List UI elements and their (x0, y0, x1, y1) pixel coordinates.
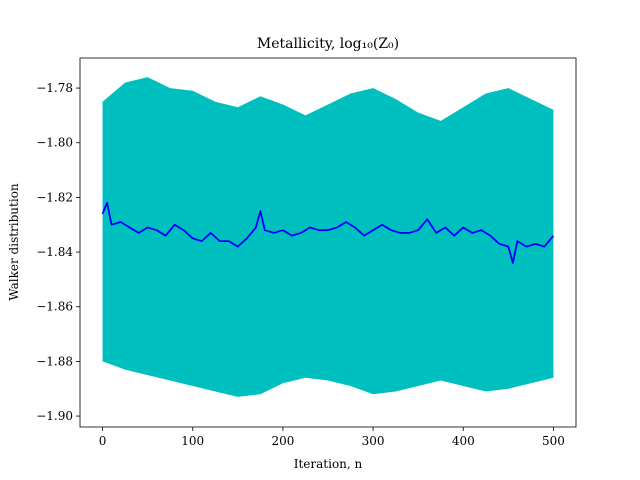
x-tick-label: 500 (542, 434, 565, 448)
y-tick-label: −1.80 (36, 136, 73, 150)
y-axis-label: Walker distribution (7, 183, 21, 301)
x-tick-label: 100 (181, 434, 204, 448)
y-tick-label: −1.78 (36, 81, 73, 95)
y-tick-label: −1.82 (36, 190, 73, 204)
x-tick-label: 300 (362, 434, 385, 448)
y-tick-label: −1.90 (36, 409, 73, 423)
y-tick-label: −1.88 (36, 354, 73, 368)
walker-band (103, 77, 554, 397)
y-tick-label: −1.86 (36, 300, 73, 314)
x-tick-label: 400 (452, 434, 475, 448)
x-tick-label: 200 (271, 434, 294, 448)
x-axis-label: Iteration, n (294, 457, 363, 471)
y-tick-label: −1.84 (36, 245, 73, 259)
x-tick-label: 0 (99, 434, 107, 448)
plot-area (103, 77, 554, 397)
chart-title: Metallicity, log₁₀(Z₀) (257, 36, 399, 52)
